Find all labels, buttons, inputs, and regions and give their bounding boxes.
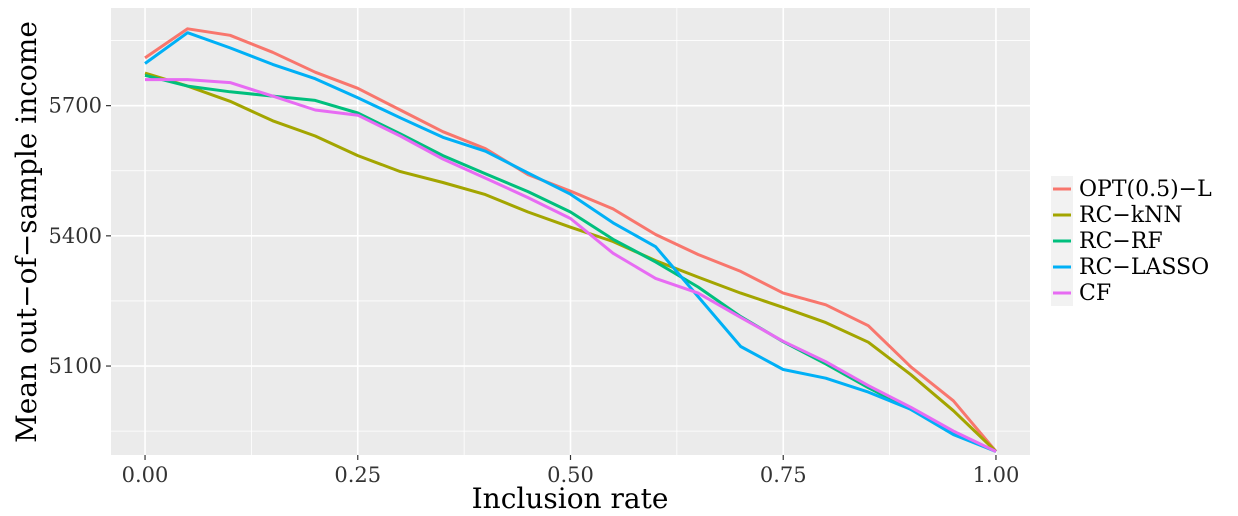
- series-lines: [144, 27, 998, 453]
- legend-label: RC−RF: [1079, 229, 1163, 254]
- y-tick-label: 5400: [49, 224, 102, 248]
- series-line-1: [144, 71, 998, 453]
- y-axis-title: Mean out−of−sample income: [10, 21, 43, 443]
- x-axis: 0.00 0.25 0.50 0.75 1.00: [122, 455, 1020, 487]
- legend-label: OPT(0.5)−L: [1079, 177, 1212, 202]
- series-line-3: [144, 31, 997, 453]
- series-line-0: [144, 27, 998, 453]
- x-tick-label: 0.75: [760, 463, 807, 487]
- legend-label: RC−LASSO: [1079, 255, 1209, 280]
- series-line-2: [144, 73, 997, 453]
- series-line-4: [145, 78, 997, 453]
- x-tick-label: 0.50: [547, 463, 594, 487]
- legend-label: RC−kNN: [1079, 203, 1183, 228]
- legend-label: CF: [1079, 281, 1111, 306]
- grid-major: [111, 8, 1030, 455]
- y-axis: 5100 5400 5700: [49, 94, 111, 378]
- x-axis-title: Inclusion rate: [472, 482, 669, 515]
- x-tick-label: 1.00: [973, 463, 1020, 487]
- x-tick-label: 0.25: [334, 463, 381, 487]
- y-tick-label: 5100: [49, 354, 102, 378]
- y-tick-label: 5700: [49, 94, 102, 118]
- x-tick-label: 0.00: [122, 463, 169, 487]
